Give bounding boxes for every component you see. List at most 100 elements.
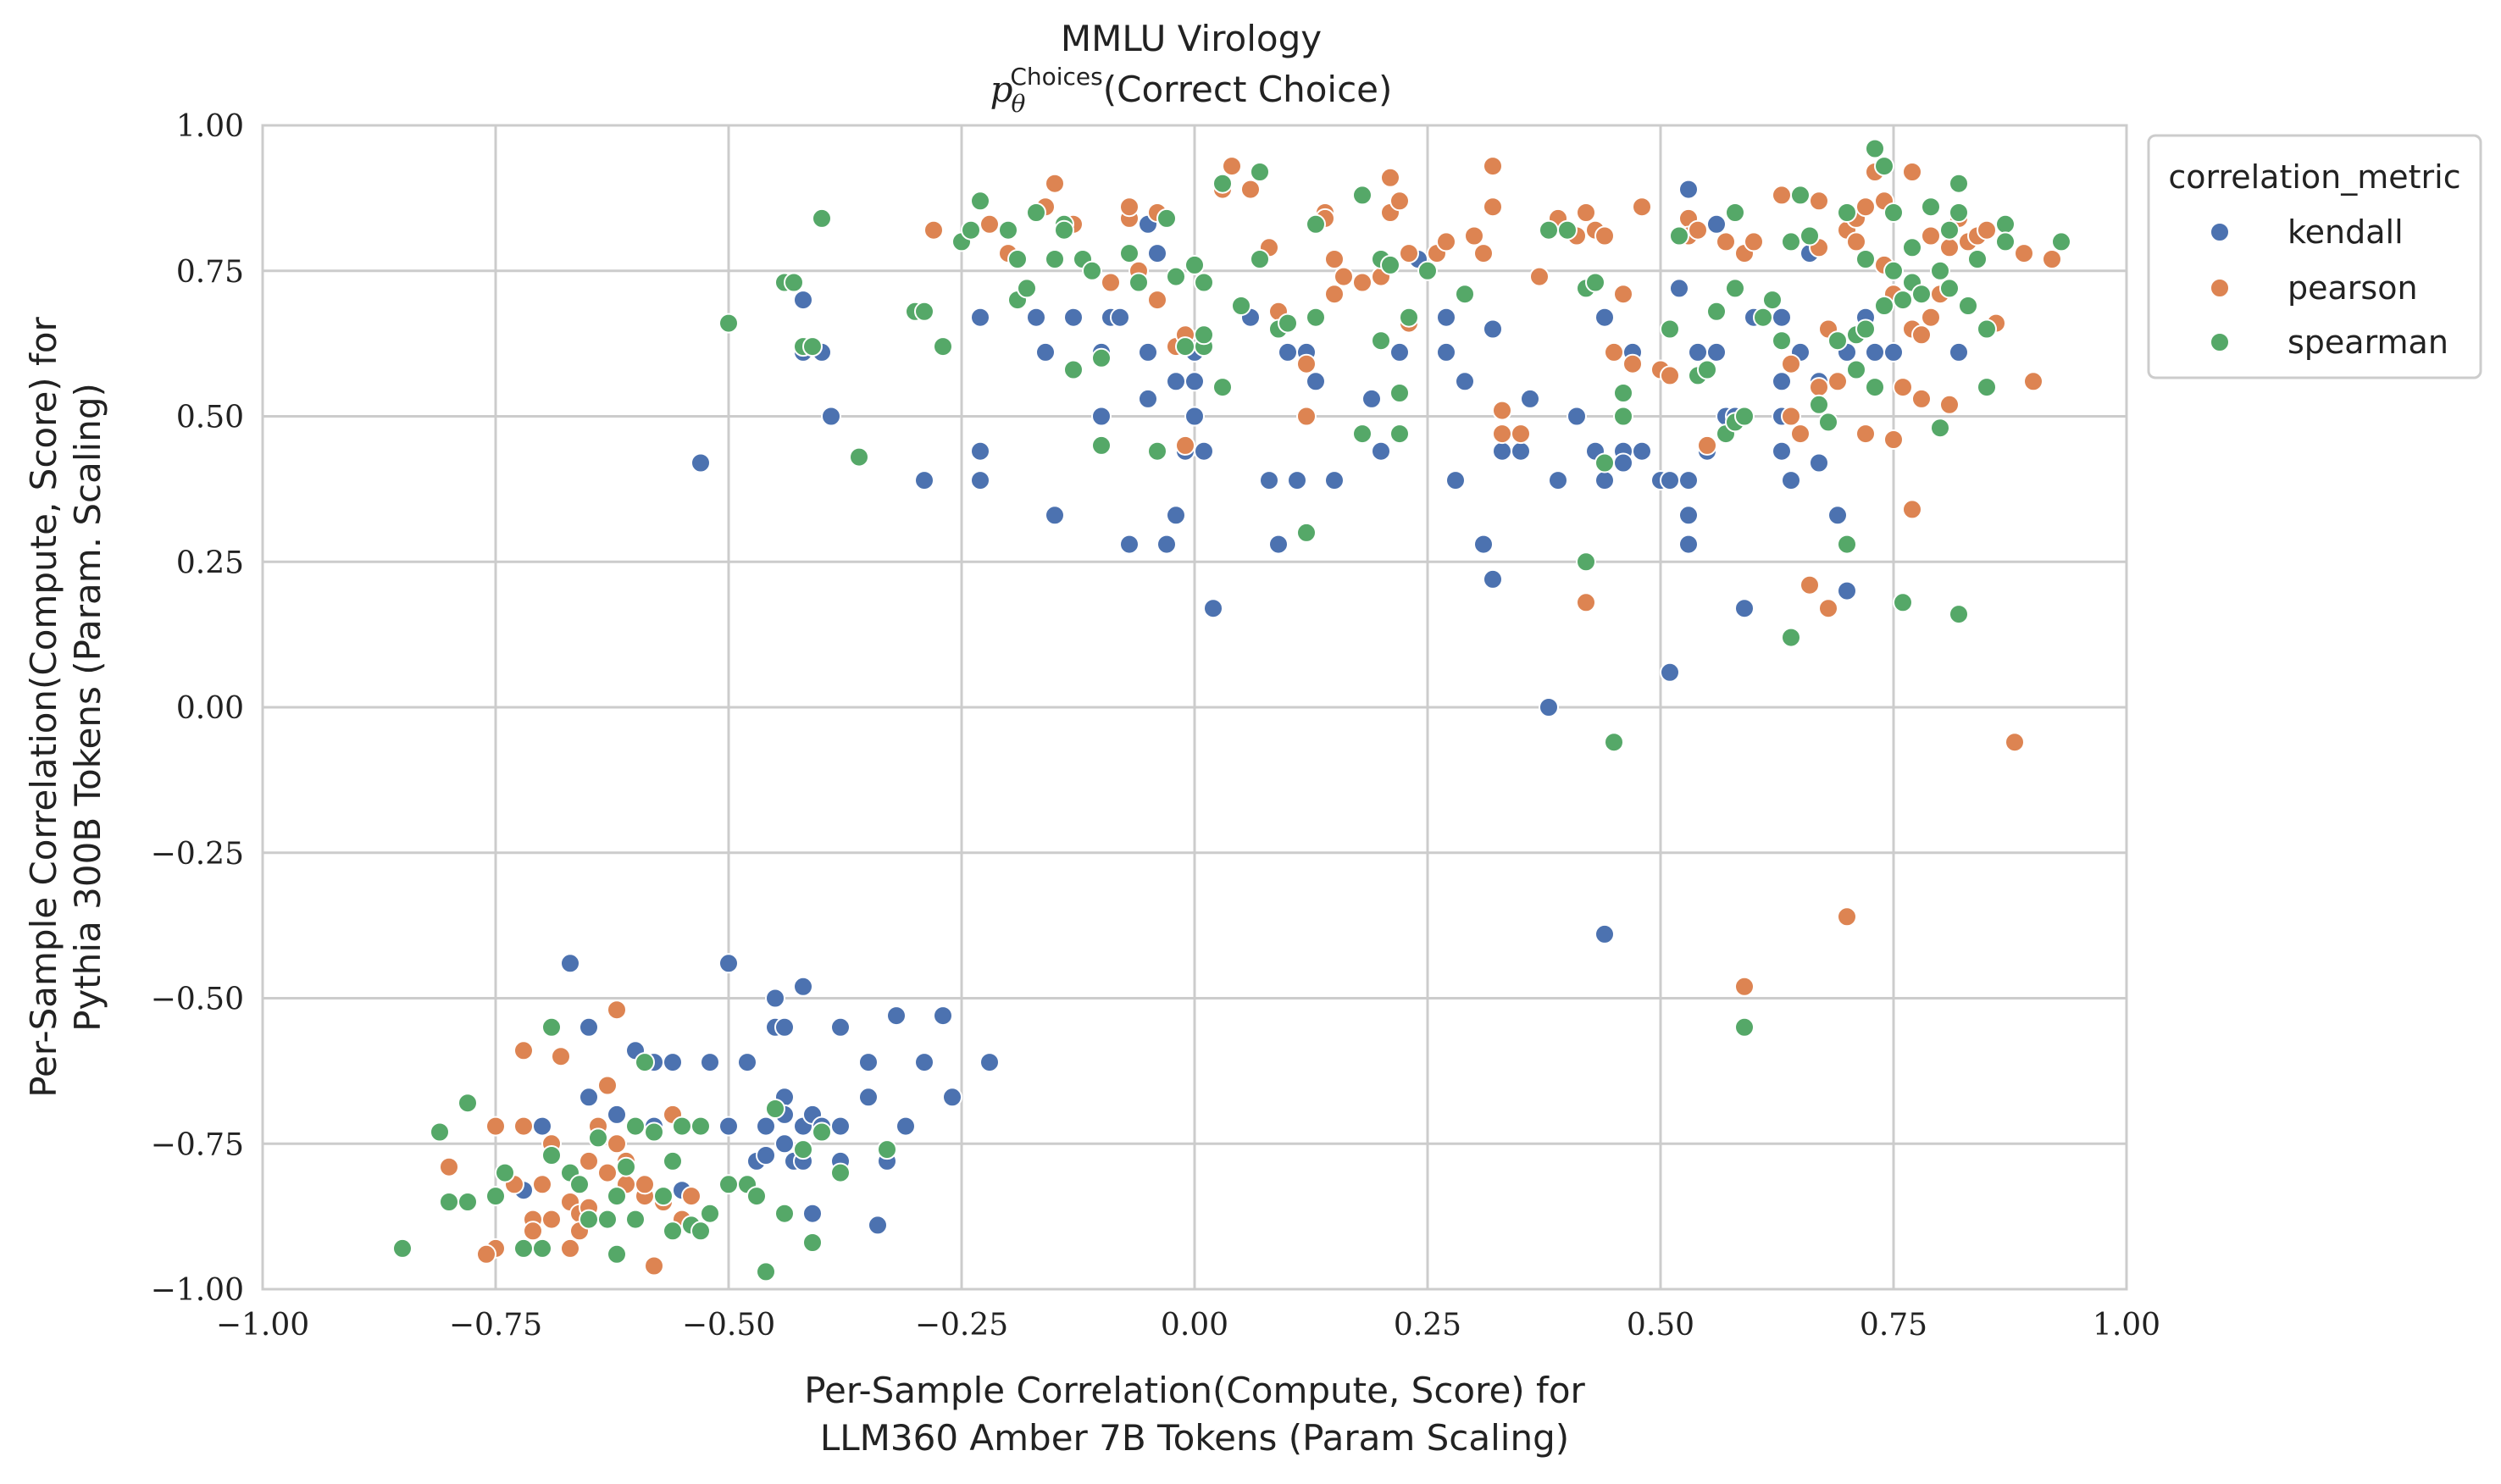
x-tick-label: 0.00 [1161,1308,1228,1343]
spearman-point [1865,138,1885,159]
y-axis-label-line1: Per-Sample Correlation(Compute, Score) f… [23,316,64,1097]
kendall-point [1110,307,1130,328]
spearman-point [1781,231,1801,252]
spearman-point [690,1116,711,1137]
spearman-point [1119,243,1140,264]
x-tick-labels: −1.00 −0.75 −0.50 −0.25 0.00 0.25 0.50 0.75 1.00 [216,1308,2160,1343]
spearman-point [793,1139,813,1160]
kendall-point [1660,662,1680,683]
legend-label-spearman: spearman [2288,324,2448,361]
spearman-point [998,219,1018,241]
kendall-point [1678,534,1699,555]
pearson-point [979,213,1000,235]
kendall-point [774,1133,795,1155]
y-tick-label: 0.25 [176,545,244,580]
pearson-point [1902,162,1922,182]
spearman-point [1389,424,1410,445]
kendall-point [886,1005,907,1027]
kendall-point [1361,388,1382,409]
kendall-point [1492,440,1512,462]
y-tick-label: −0.75 [151,1127,244,1162]
spearman-point [1017,278,1037,299]
spearman-point [439,1192,459,1212]
spearman-point [1613,383,1633,403]
y-tick-labels: −1.00 −0.75 −0.50 −0.25 0.00 0.25 0.50 0.75 1.00 [151,109,244,1308]
pearson-point [513,1116,534,1137]
spearman-point [1576,551,1596,573]
spearman-point [1147,440,1167,462]
spearman-point [718,1174,739,1195]
spearman-point [933,336,953,357]
pearson-point [1389,191,1410,212]
pearson-point [2042,249,2062,269]
spearman-point [1967,249,1988,269]
kendall-point [942,1087,962,1108]
spearman-point [830,1162,851,1183]
spearman-point [485,1186,506,1207]
x-axis-label-line1: Per-Sample Correlation(Compute, Score) f… [804,1370,1585,1411]
spearman-point [756,1261,776,1282]
pearson-point [1893,377,1913,398]
kendall-point [1156,534,1177,555]
kendall-point [1678,470,1699,491]
kendall-point [970,307,990,328]
spearman-point [802,1232,823,1253]
pearson-point [1921,225,1941,246]
spearman-point [1930,418,1950,439]
legend-title: correlation_metric [2168,158,2460,196]
pearson-point [1352,272,1372,293]
pearson-point [1483,156,1503,177]
spearman-point [1725,202,1745,223]
kendall-point [933,1005,953,1027]
pearson-point [1921,307,1941,328]
kendall-point [1184,371,1205,392]
kendall-point [793,976,813,997]
y-tick-label: 0.00 [176,691,244,726]
pearson-point [1399,243,1419,264]
pearson-point [439,1156,459,1177]
pearson-point [1119,197,1140,218]
spearman-point [1399,307,1419,328]
kendall-point [718,1116,739,1137]
spearman-point [1949,173,1969,194]
pearson-point [597,1162,618,1183]
pearson-point [635,1174,655,1195]
kendall-point [1389,341,1410,363]
spearman-point [1725,278,1745,299]
pearson-point [644,1255,664,1276]
spearman-point [1921,197,1941,218]
spearman-point [746,1186,767,1207]
kendall-point [579,1016,599,1038]
spearman-point [495,1162,515,1183]
spearman-point [663,1221,683,1242]
pearson-point [1800,574,1820,595]
kendall-point [579,1087,599,1108]
kendall-point [774,1016,795,1038]
spearman-point [1539,219,1559,241]
spearman-point [1156,208,1177,229]
spearman-point [1939,278,1960,299]
spearman-point [1594,452,1615,473]
chart-title: MMLU Virology [1061,18,1322,59]
kendall-point [700,1052,720,1073]
spearman-point [1082,260,1102,281]
spearman-point [1977,377,1997,398]
pearson-point [1147,290,1167,311]
kendall-point [1119,534,1140,555]
spearman-point [1054,219,1074,241]
spearman-point [569,1174,590,1195]
kendall-point [896,1116,916,1137]
spearman-point [1306,307,1326,328]
kendall-point [1548,470,1568,491]
y-tick-label: −0.50 [151,983,244,1017]
kendall-point [1278,341,1298,363]
pearson-point [1632,197,1652,218]
kendall-point [1613,452,1633,473]
spearman-point [1250,162,1270,182]
spearman-point [1818,412,1838,433]
pearson-point [1492,424,1512,445]
pearson-point [1688,219,1708,241]
kendall-point [914,470,934,491]
kendall-point [1678,505,1699,526]
kendall-point [1594,307,1615,328]
